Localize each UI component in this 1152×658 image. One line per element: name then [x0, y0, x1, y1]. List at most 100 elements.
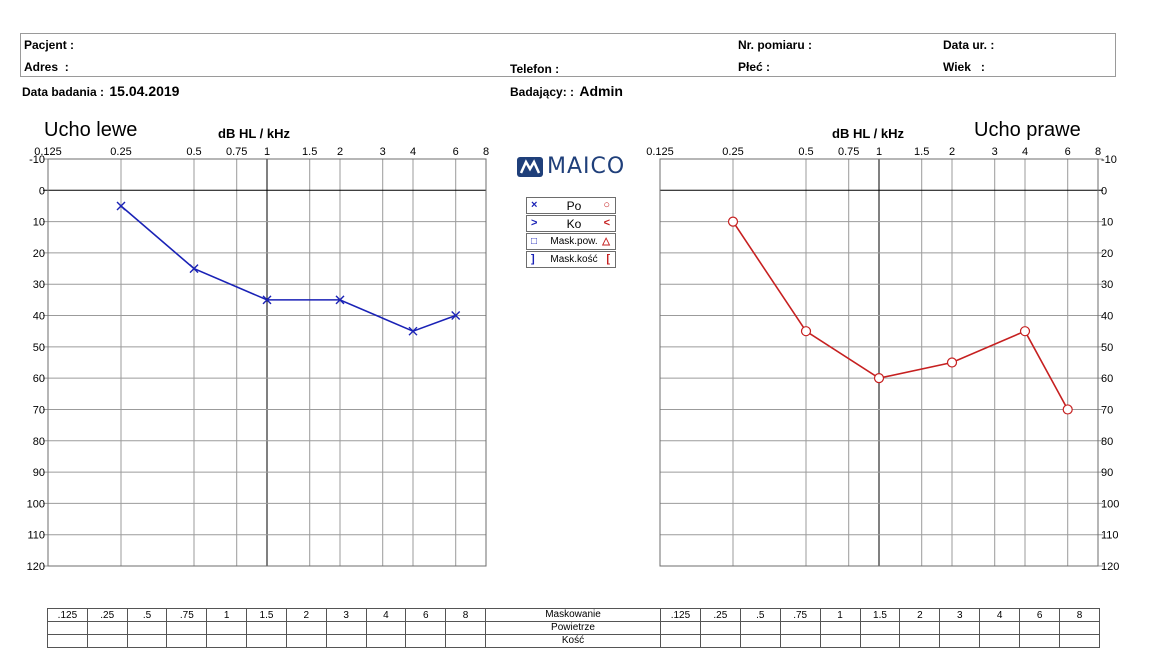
value-cell [285, 621, 327, 635]
y-tick-label: 20 [1101, 248, 1113, 260]
x-tick-label: 0.75 [838, 146, 859, 158]
table-row: .125.25.5.75 1 1.5 2 3 4 6 8 [47, 608, 486, 622]
y-tick-label: 70 [33, 404, 45, 416]
x-tick-label: 4 [1022, 146, 1028, 158]
center-divider [486, 634, 660, 635]
data-point-x [116, 201, 126, 211]
x-marker-stroke [408, 326, 418, 336]
freq-header-cell: 3 [325, 608, 367, 622]
y-tick-label: 10 [33, 217, 45, 229]
birthdate-label: Data ur. : [943, 38, 995, 52]
y-tick-label: 50 [33, 342, 45, 354]
y-tick-label: 60 [1101, 373, 1113, 385]
right-ear-table: .125.25.5.75 1 1.5 2 3 4 6 8 [660, 608, 1100, 648]
freq-header-cell: 8 [445, 608, 486, 622]
x-tick-label: 0.25 [110, 146, 131, 158]
x-tick-label: 1 [876, 146, 882, 158]
bone-row-label: Kość [561, 635, 585, 646]
freq-header-cell: 8 [1059, 608, 1100, 622]
freq-header-cell: 1.5 [246, 608, 287, 622]
legend-row-masked-air: □ Mask.pow. △ [526, 233, 616, 250]
value-cell [779, 634, 821, 648]
x-marker-stroke [262, 295, 272, 305]
value-cell [405, 621, 447, 635]
value-cell [1019, 634, 1061, 648]
y-tick-label: 110 [27, 530, 45, 542]
value-cell [86, 634, 128, 648]
data-point-x [451, 311, 461, 321]
x-marker-stroke [189, 264, 199, 274]
symbol-legend: × Po ○ > Ko < □ Mask.pow. △ ] Mask.kość … [526, 197, 616, 269]
y-tick-label: 40 [1101, 311, 1113, 323]
value-cell [365, 634, 407, 648]
value-cell [939, 634, 981, 648]
x-marker-stroke [116, 201, 126, 211]
value-cell [86, 621, 128, 635]
value-cell [166, 634, 208, 648]
x-tick-label: 8 [483, 146, 489, 158]
value-cell [739, 621, 781, 635]
x-tick-label: 0.25 [722, 146, 743, 158]
air-row-label: Powietrze [551, 622, 595, 633]
legend-row-bone: > Ko < [526, 215, 616, 232]
x-tick-label: 2 [337, 146, 343, 158]
exam-date: Data badania : 15.04.2019 [22, 83, 180, 99]
y-tick-label: 80 [1101, 436, 1113, 448]
value-cell [979, 634, 1021, 648]
freq-header-cell: 2 [899, 608, 941, 622]
data-point-circle [873, 373, 885, 384]
value-cell [1019, 621, 1061, 635]
freq-header-cell: .5 [126, 608, 168, 622]
x-marker-stroke [451, 311, 461, 321]
data-point-circle [1062, 404, 1073, 415]
left-ear-title: Ucho lewe [44, 119, 138, 141]
examiner-value: Admin [579, 83, 623, 99]
sex-label: Płeć : [738, 60, 771, 74]
measurement-no-label: Nr. pomiaru : [738, 38, 813, 52]
x-tick-label: 8 [1095, 146, 1101, 158]
plot-frame [47, 158, 487, 567]
x-tick-label: 0.75 [226, 146, 247, 158]
y-tick-label: 20 [33, 248, 45, 260]
value-cell [325, 621, 367, 635]
x-tick-label: 1.5 [302, 146, 317, 158]
value-cell [445, 634, 486, 648]
left-unit-label: dB HL / kHz [218, 126, 290, 141]
x-tick-label: 0.5 [186, 146, 201, 158]
value-cell [206, 621, 248, 635]
value-cell [47, 634, 88, 648]
legend-label: Po [566, 199, 582, 213]
value-cell [166, 621, 208, 635]
brand-name: MAICO [547, 154, 626, 179]
examiner: Badający: : Admin [510, 83, 623, 99]
address-label: Adres : [24, 60, 69, 74]
x-tick-label: 2 [949, 146, 955, 158]
center-label-frame [486, 608, 660, 648]
value-cell [405, 634, 447, 648]
freq-header-cell: 1 [819, 608, 861, 622]
value-cell [699, 634, 741, 648]
value-cell [739, 634, 781, 648]
y-tick-label: 60 [33, 373, 45, 385]
freq-header-cell: 4 [979, 608, 1021, 622]
data-point-circle [1019, 326, 1031, 337]
y-tick-label: 80 [33, 436, 45, 448]
table-row [660, 621, 1100, 635]
table-row [47, 634, 486, 648]
table-row [660, 634, 1100, 648]
value-cell [819, 634, 861, 648]
y-tick-label: 0 [39, 185, 45, 197]
air-right-symbol: ○ [603, 199, 610, 211]
value-cell [1059, 634, 1100, 648]
x-tick-label: 1 [264, 146, 270, 158]
data-point-x [189, 264, 199, 274]
patient-info-box [20, 33, 1116, 77]
y-tick-label: 0 [1101, 185, 1107, 197]
masked-air-left-symbol: □ [531, 236, 538, 247]
value-cell [1059, 621, 1100, 635]
age-label: Wiek : [943, 60, 985, 74]
x-tick-label: 0.125 [646, 146, 674, 158]
air-left-symbol: × [531, 199, 538, 211]
value-cell [126, 621, 168, 635]
